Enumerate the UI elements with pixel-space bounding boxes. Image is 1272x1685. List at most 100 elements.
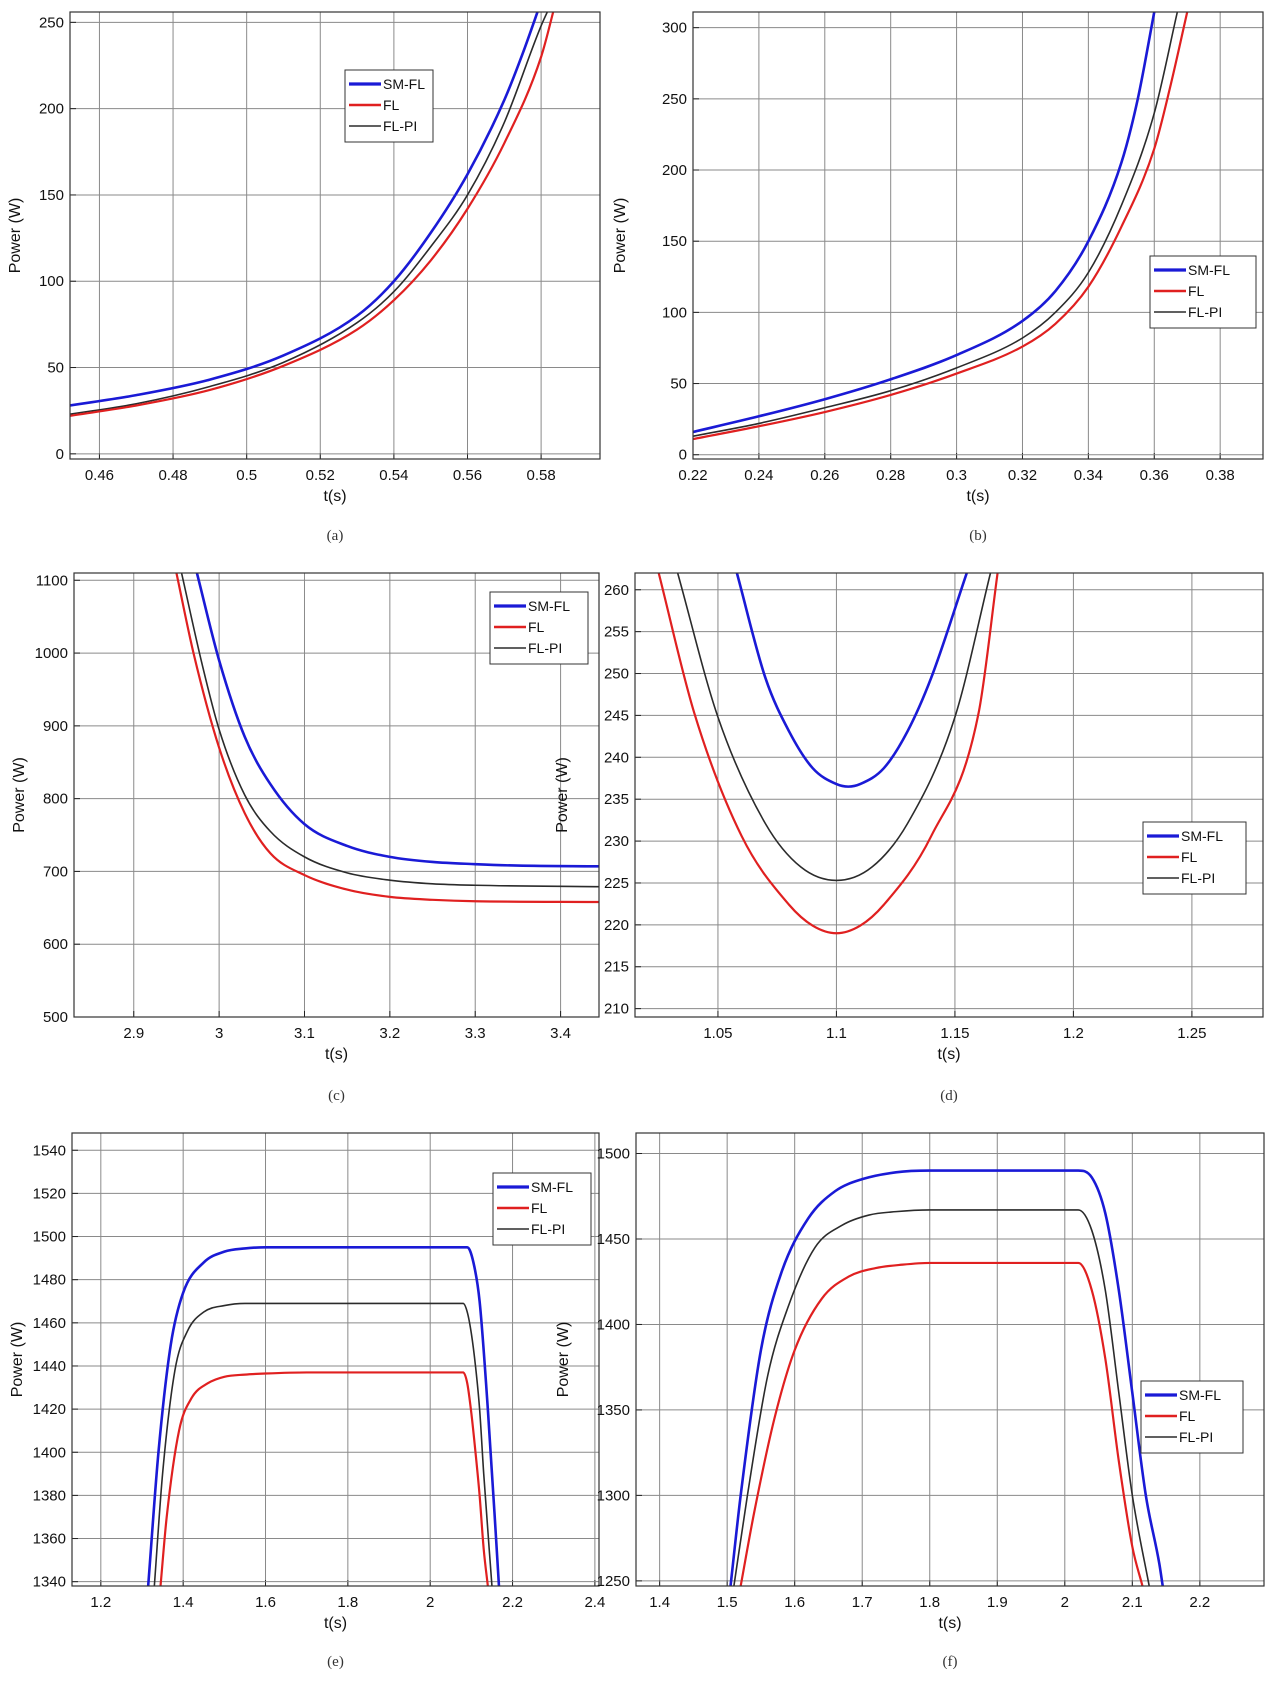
x-tick-label: 1.4 [173, 1594, 194, 1611]
series-group [729, 1169, 1164, 1586]
series-line-fl-pi [693, 12, 1179, 438]
y-tick-label: 220 [604, 917, 629, 934]
legend: SM-FL FL FL-PI [1142, 821, 1247, 895]
x-axis-label: t(s) [325, 1046, 348, 1063]
series-line-sm-fl [729, 1169, 1164, 1586]
legend-label-fl: FL [383, 97, 400, 113]
series-line-sm-fl [70, 12, 539, 407]
y-tick-label: 0 [679, 447, 687, 464]
y-tick-label: 100 [662, 304, 687, 321]
y-tick-label: 1440 [33, 1358, 66, 1375]
x-tick-label: 3.2 [379, 1025, 400, 1042]
y-axis-label: Power (W) [612, 198, 629, 274]
plot-frame [692, 11, 1264, 460]
y-tick-label: 1100 [36, 572, 68, 589]
chart-panel: 1.2 1.4 1.6 1.8 2 2.2 2.4 1340 1360 1380 1400 1420 1… [9, 1132, 605, 1670]
y-tick-label: 1500 [33, 1229, 66, 1246]
y-tick-label: 200 [662, 162, 687, 179]
series-line-fl-pi [70, 12, 549, 415]
x-tick-label: 0.52 [306, 467, 335, 484]
y-tick-label: 245 [604, 707, 629, 724]
legend-label-fl: FL [531, 1200, 548, 1216]
chart-panel: 2.9 3 3.1 3.2 3.3 3.4 500 600 700 800 900 1000 1100 t… [11, 572, 600, 1104]
y-tick-label: 700 [43, 863, 68, 880]
y-tick-label: 1500 [597, 1146, 630, 1163]
legend-label-fl: FL [1181, 849, 1198, 865]
y-axis-label: Power (W) [554, 757, 571, 833]
plot-frame [69, 11, 601, 460]
legend-label-fl-pi: FL-PI [383, 118, 417, 134]
x-tick-label: 3.4 [550, 1025, 571, 1042]
x-tick-label: 1.6 [784, 1594, 805, 1611]
subfigure-caption: (f) [943, 1654, 958, 1670]
y-tick-label: 0 [56, 446, 64, 463]
subfigure-caption: (e) [327, 1654, 344, 1670]
y-axis-label: Power (W) [555, 1322, 572, 1398]
y-tick-label: 260 [604, 582, 629, 599]
plot-background [70, 12, 600, 459]
x-tick-label: 0.36 [1140, 467, 1169, 484]
y-tick-label: 1450 [597, 1231, 630, 1248]
legend-label-sm-fl: SM-FL [528, 598, 570, 614]
series-line-fl-pi [676, 573, 992, 882]
x-tick-label: 1.2 [1063, 1025, 1084, 1042]
chart-panel: 1.05 1.1 1.15 1.2 1.25 210 215 220 225 230 235 240 2… [554, 572, 1264, 1104]
y-tick-label: 500 [43, 1009, 68, 1026]
series-group [70, 12, 555, 417]
legend-label-sm-fl: SM-FL [383, 76, 425, 92]
series-group [146, 1246, 501, 1586]
x-tick-label: 0.58 [527, 467, 556, 484]
x-tick-label: 0.46 [85, 467, 114, 484]
y-tick-label: 1380 [33, 1487, 66, 1504]
x-tick-label: 1.6 [255, 1594, 276, 1611]
plot-frame [71, 1132, 600, 1587]
legend: SM-FL FL FL-PI [1140, 1380, 1244, 1454]
y-axis-label: Power (W) [11, 757, 28, 833]
x-tick-label: 2 [426, 1594, 434, 1611]
y-tick-label: 250 [662, 91, 687, 108]
x-tick-label: 2.4 [584, 1594, 605, 1611]
x-tick-label: 0.22 [678, 467, 707, 484]
x-tick-label: 1.5 [717, 1594, 738, 1611]
series-line-sm-fl [735, 573, 969, 788]
plot-frame [635, 1132, 1265, 1587]
x-tick-label: 1.8 [919, 1594, 940, 1611]
x-tick-label: 0.56 [453, 467, 482, 484]
x-tick-label: 0.24 [744, 467, 773, 484]
y-tick-label: 1400 [33, 1444, 66, 1461]
series-group [175, 573, 599, 904]
y-tick-label: 800 [43, 791, 68, 808]
x-tick-label: 3.3 [465, 1025, 486, 1042]
chart-panel: 0.46 0.48 0.5 0.52 0.54 0.56 0.58 0 50 100 150 200 2… [7, 11, 601, 544]
series-group [657, 573, 999, 935]
x-tick-label: 1.2 [90, 1594, 111, 1611]
y-tick-label: 250 [39, 14, 64, 31]
subfigure-caption: (c) [328, 1088, 345, 1104]
x-tick-label: 0.34 [1074, 467, 1103, 484]
plot-frame [634, 572, 1264, 1018]
y-axis-label: Power (W) [9, 1322, 26, 1398]
legend-label-sm-fl: SM-FL [531, 1179, 573, 1195]
y-tick-label: 1460 [33, 1315, 66, 1332]
legend-label-sm-fl: SM-FL [1188, 262, 1230, 278]
legend-label-fl-pi: FL-PI [528, 640, 562, 656]
y-tick-label: 230 [604, 833, 629, 850]
x-tick-label: 0.38 [1206, 467, 1235, 484]
plot-background [635, 573, 1263, 1017]
y-tick-label: 1350 [597, 1402, 630, 1419]
x-tick-label: 2.2 [1189, 1594, 1210, 1611]
x-tick-label: 1.15 [940, 1025, 969, 1042]
x-tick-label: 2.2 [502, 1594, 523, 1611]
series-line-fl [693, 12, 1189, 441]
y-tick-label: 1540 [33, 1142, 66, 1159]
x-tick-label: 0.3 [946, 467, 967, 484]
series-line-fl [70, 12, 555, 417]
legend-label-fl: FL [1188, 283, 1205, 299]
y-tick-label: 235 [604, 791, 629, 808]
series-line-fl [657, 573, 999, 935]
series-line-sm-fl [146, 1246, 501, 1586]
x-tick-label: 2.9 [123, 1025, 144, 1042]
y-tick-label: 1360 [33, 1531, 66, 1548]
x-tick-label: 1.25 [1177, 1025, 1206, 1042]
x-axis-label: t(s) [938, 1615, 961, 1632]
